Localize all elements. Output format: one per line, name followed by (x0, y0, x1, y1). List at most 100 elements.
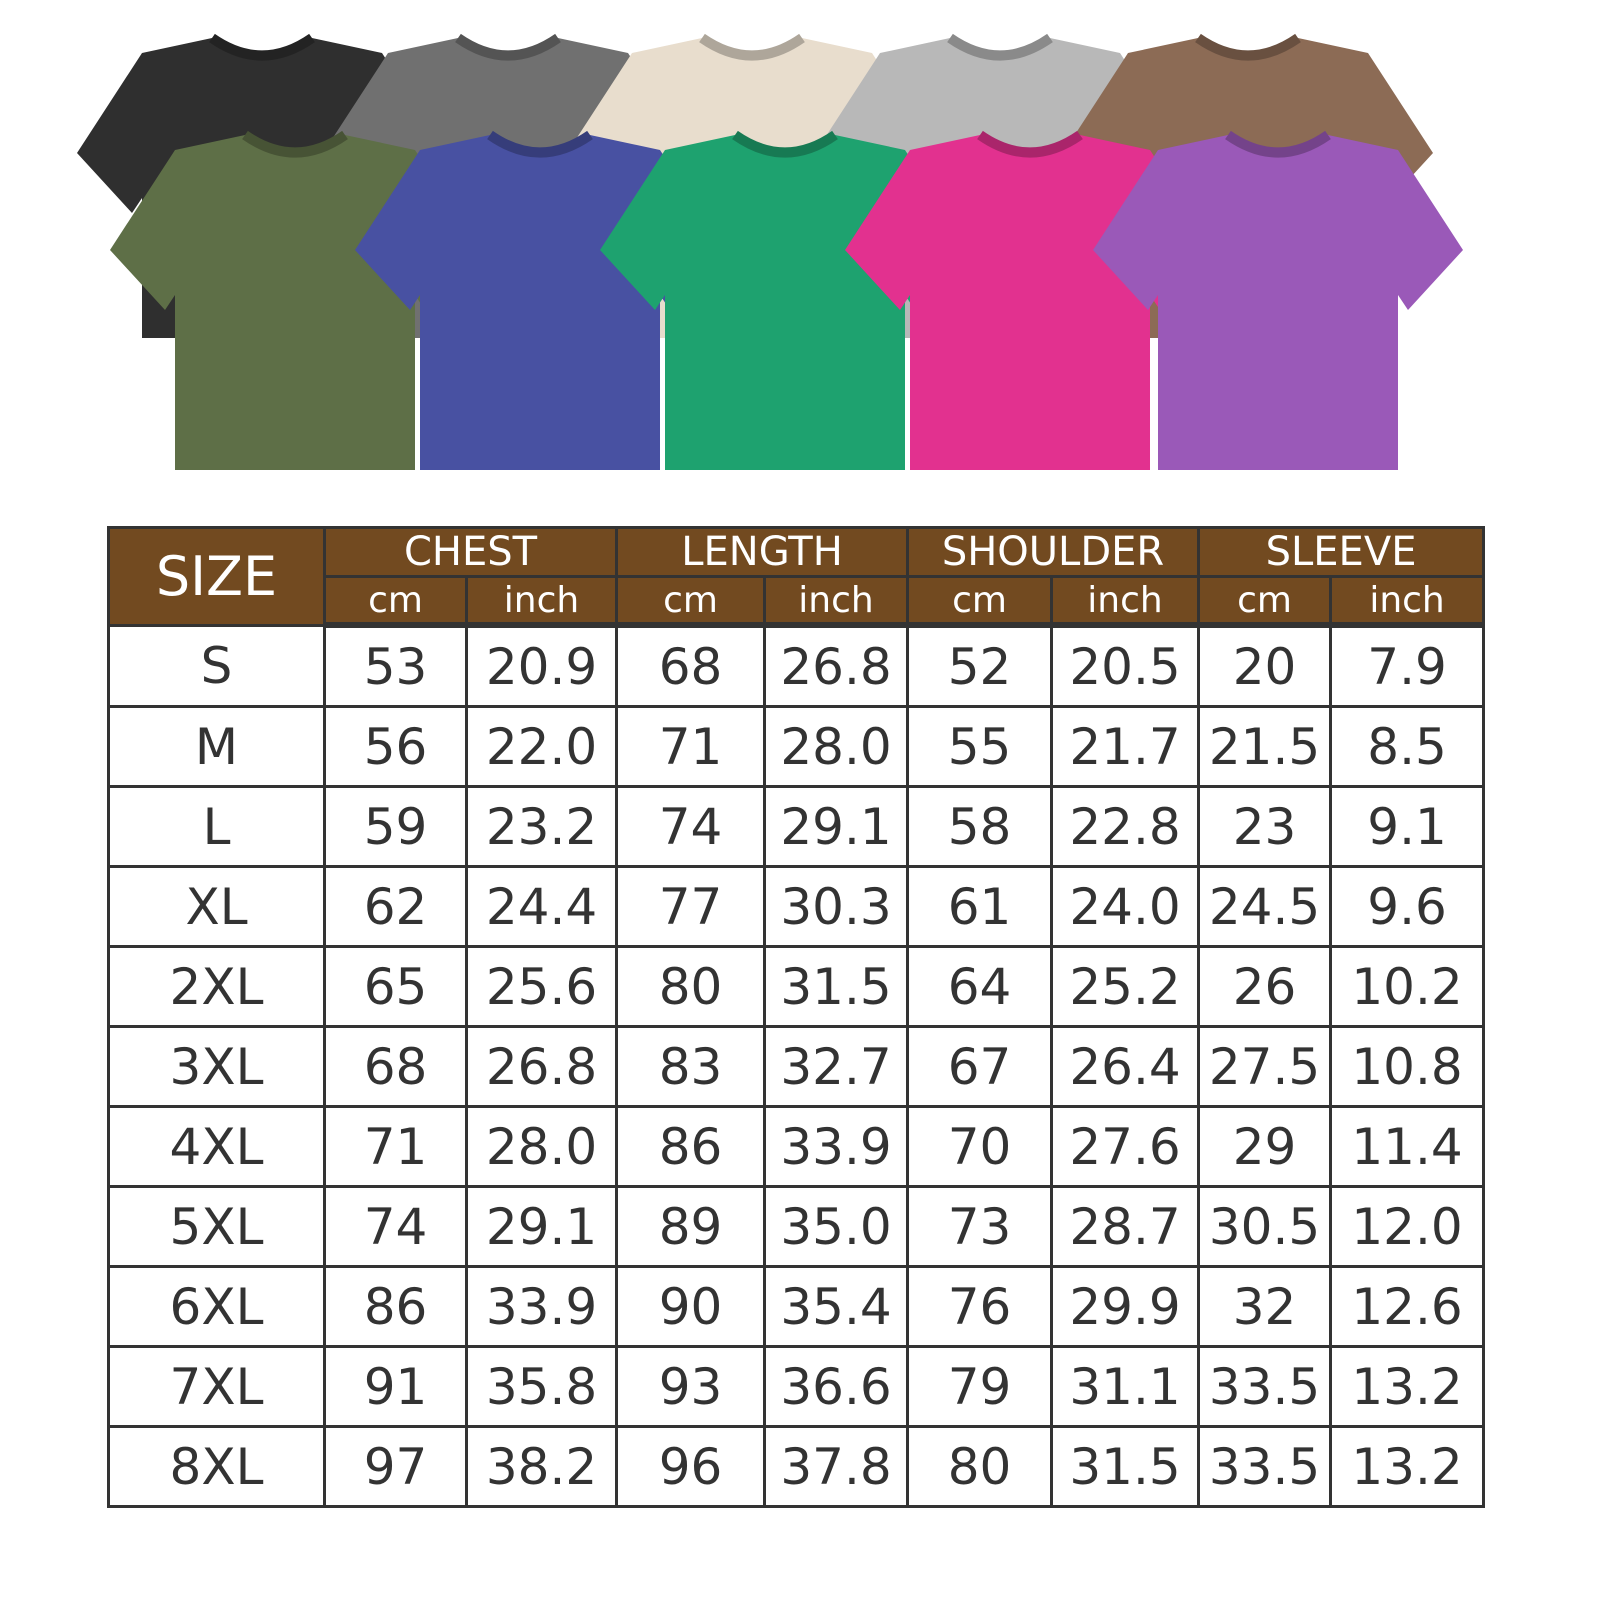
measurement-cell: 64 (906, 945, 1054, 1028)
size-cell: 5XL (107, 1185, 326, 1268)
size-cell: L (107, 785, 326, 868)
table-row: M 56 22.0 71 28.0 55 21.7 21.5 8.5 (107, 705, 1486, 788)
table-row: 4XL 71 28.0 86 33.9 70 27.6 29 11.4 (107, 1105, 1486, 1188)
measurement-cell: 93 (615, 1345, 767, 1428)
measurement-cell: 7.9 (1329, 623, 1486, 708)
size-cell: M (107, 705, 326, 788)
measurement-cell: 13.2 (1329, 1425, 1486, 1508)
measurement-cell: 59 (323, 785, 468, 868)
shoulder-header: SHOULDER (906, 526, 1201, 578)
sleeve-header: SLEEVE (1197, 526, 1486, 578)
measurement-cell: 30.3 (763, 865, 910, 948)
table-row: XL 62 24.4 77 30.3 61 24.0 24.5 9.6 (107, 865, 1486, 948)
measurement-cell: 76 (906, 1265, 1054, 1348)
measurement-cell: 90 (615, 1265, 767, 1348)
measurement-cell: 32.7 (763, 1025, 910, 1108)
unit-header-cm: cm (323, 575, 468, 628)
measurement-cell: 9.6 (1329, 865, 1486, 948)
unit-header-cm: cm (1197, 575, 1333, 628)
unit-header-cm: cm (906, 575, 1054, 628)
measurement-cell: 23 (1197, 785, 1333, 868)
unit-header-cm: cm (615, 575, 767, 628)
measurement-cell: 28.0 (464, 1105, 619, 1188)
measurement-cell: 29 (1197, 1105, 1333, 1188)
measurement-cell: 86 (323, 1265, 468, 1348)
size-cell: XL (107, 865, 326, 948)
measurement-cell: 35.8 (464, 1345, 619, 1428)
measurement-cell: 38.2 (464, 1425, 619, 1508)
size-cell: 4XL (107, 1105, 326, 1188)
measurement-cell: 10.8 (1329, 1025, 1486, 1108)
measurement-cell: 25.2 (1050, 945, 1201, 1028)
measurement-cell: 30.5 (1197, 1185, 1333, 1268)
measurement-cell: 26.8 (464, 1025, 619, 1108)
measurement-cell: 73 (906, 1185, 1054, 1268)
measurement-cell: 58 (906, 785, 1054, 868)
table-row: 2XL 65 25.6 80 31.5 64 25.2 26 10.2 (107, 945, 1486, 1028)
size-cell: 6XL (107, 1265, 326, 1348)
measurement-cell: 33.9 (464, 1265, 619, 1348)
measurement-cell: 70 (906, 1105, 1054, 1188)
size-cell: 8XL (107, 1425, 326, 1508)
measurement-cell: 83 (615, 1025, 767, 1108)
measurement-cell: 27.6 (1050, 1105, 1201, 1188)
size-chart-table: SIZE CHEST LENGTH SHOULDER SLEEVE cm inch… (107, 526, 1486, 1508)
chest-header: CHEST (322, 526, 619, 578)
unit-header-inch: inch (1329, 575, 1486, 628)
measurement-cell: 62 (323, 865, 468, 948)
measurement-cell: 21.5 (1197, 705, 1333, 788)
size-cell: 3XL (107, 1025, 326, 1108)
measurement-cell: 28.0 (763, 705, 910, 788)
measurement-cell: 9.1 (1329, 785, 1486, 868)
measurement-cell: 29.9 (1050, 1265, 1201, 1348)
measurement-cell: 33.5 (1197, 1425, 1333, 1508)
measurement-cell: 61 (906, 865, 1054, 948)
measurement-cell: 56 (323, 705, 468, 788)
table-row: 3XL 68 26.8 83 32.7 67 26.4 27.5 10.8 (107, 1025, 1486, 1108)
measurement-cell: 29.1 (763, 785, 910, 868)
measurement-cell: 52 (906, 623, 1054, 708)
table-row: L 59 23.2 74 29.1 58 22.8 23 9.1 (107, 785, 1486, 868)
measurement-cell: 21.7 (1050, 705, 1201, 788)
measurement-cell: 37.8 (763, 1425, 910, 1508)
measurement-cell: 35.4 (763, 1265, 910, 1348)
table-row: 7XL 91 35.8 93 36.6 79 31.1 33.5 13.2 (107, 1345, 1486, 1428)
measurement-cell: 68 (615, 623, 767, 708)
measurement-cell: 22.8 (1050, 785, 1201, 868)
unit-header-inch: inch (763, 575, 910, 628)
measurement-cell: 77 (615, 865, 767, 948)
size-header: SIZE (107, 526, 326, 627)
measurement-cell: 32 (1197, 1265, 1333, 1348)
measurement-cell: 24.5 (1197, 865, 1333, 948)
measurement-cell: 71 (323, 1105, 468, 1188)
unit-header-inch: inch (1050, 575, 1201, 628)
measurement-cell: 65 (323, 945, 468, 1028)
measurement-cell: 33.9 (763, 1105, 910, 1188)
measurement-cell: 31.5 (1050, 1425, 1201, 1508)
measurement-cell: 26 (1197, 945, 1333, 1028)
measurement-cell: 86 (615, 1105, 767, 1188)
measurement-cell: 12.6 (1329, 1265, 1486, 1348)
measurement-cell: 55 (906, 705, 1054, 788)
tshirt-color-options (77, 33, 1463, 470)
measurement-cell: 97 (323, 1425, 468, 1508)
measurement-cell: 20.9 (464, 623, 619, 708)
measurement-cell: 33.5 (1197, 1345, 1333, 1428)
table-row: 8XL 97 38.2 96 37.8 80 31.5 33.5 13.2 (107, 1425, 1486, 1508)
measurement-cell: 20.5 (1050, 623, 1201, 708)
measurement-cell: 11.4 (1329, 1105, 1486, 1188)
tshirt-front-5 (1093, 130, 1463, 470)
measurement-cell: 67 (906, 1025, 1054, 1108)
measurement-cell: 35.0 (763, 1185, 910, 1268)
measurement-cell: 31.5 (763, 945, 910, 1028)
size-cell: S (107, 623, 326, 708)
measurement-cell: 13.2 (1329, 1345, 1486, 1428)
length-header: LENGTH (615, 526, 910, 578)
table-row: S 53 20.9 68 26.8 52 20.5 20 7.9 (107, 623, 1486, 708)
size-cell: 2XL (107, 945, 326, 1028)
measurement-cell: 80 (906, 1425, 1054, 1508)
table-row: 6XL 86 33.9 90 35.4 76 29.9 32 12.6 (107, 1265, 1486, 1348)
measurement-cell: 10.2 (1329, 945, 1486, 1028)
measurement-cell: 22.0 (464, 705, 619, 788)
measurement-cell: 89 (615, 1185, 767, 1268)
